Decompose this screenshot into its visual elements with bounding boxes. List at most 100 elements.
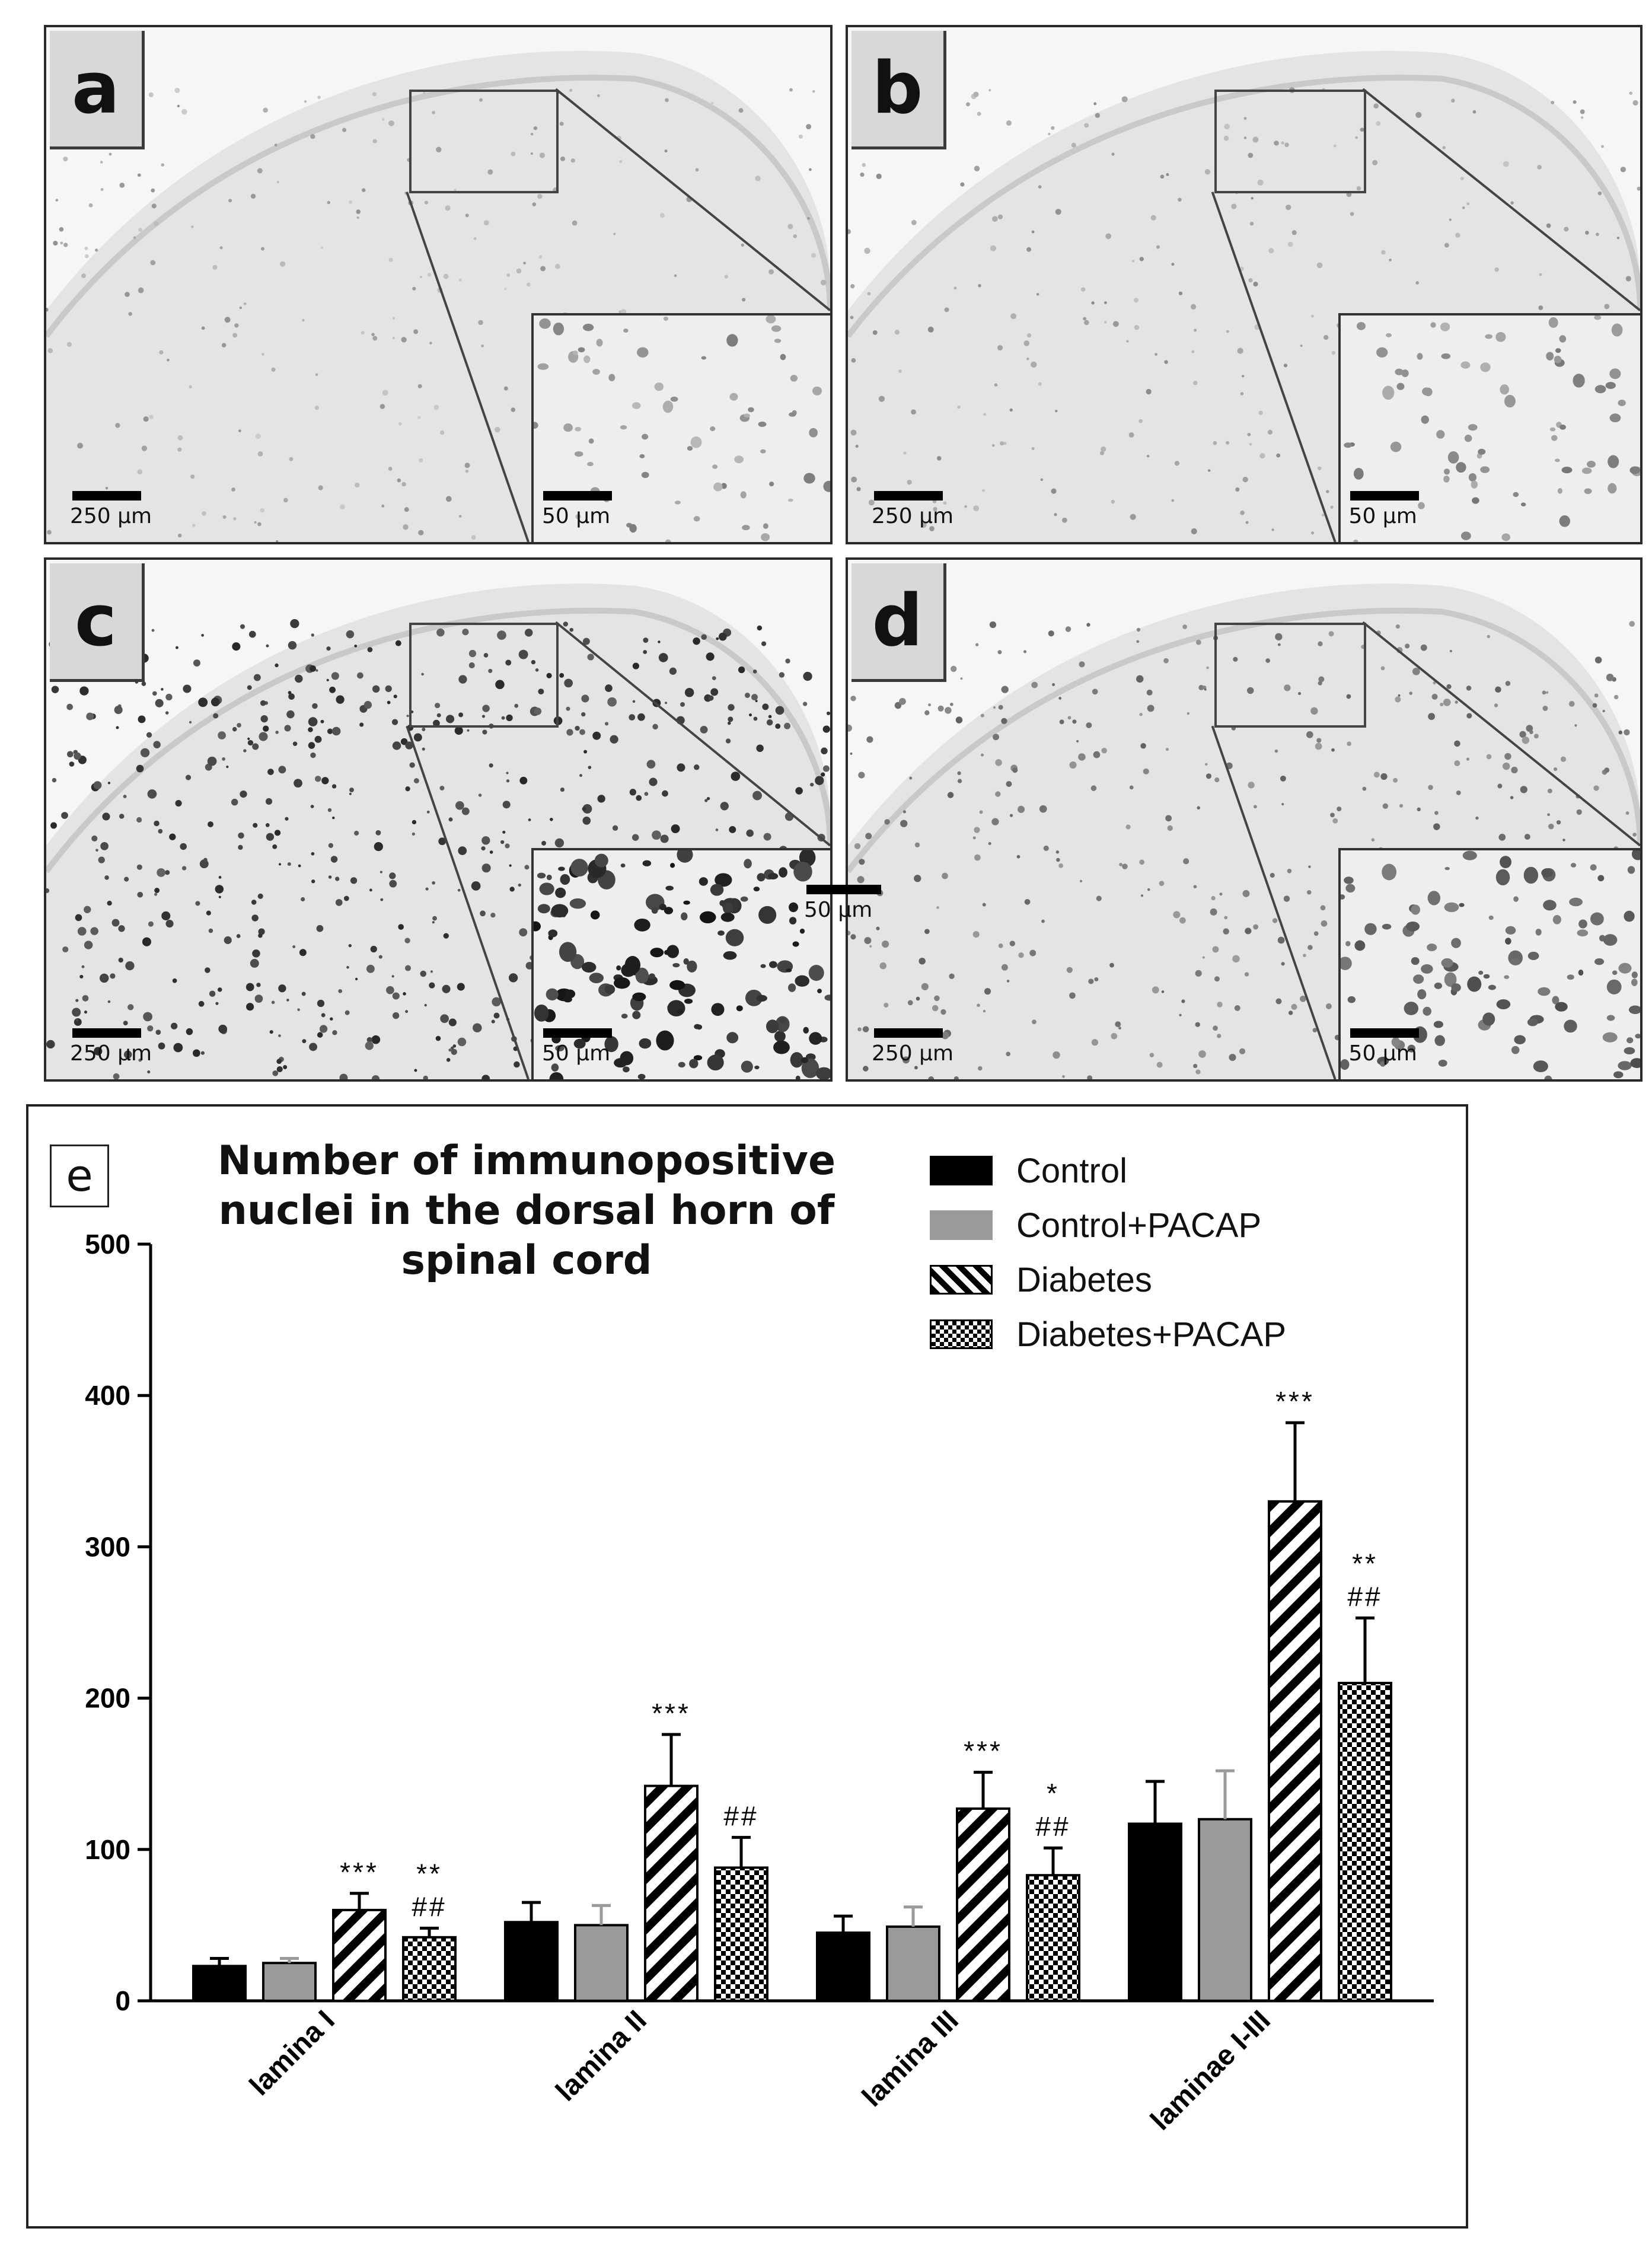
panel-label-a: a (50, 31, 145, 149)
bar (886, 1925, 940, 2003)
bar (816, 1931, 870, 2003)
bar (1128, 1822, 1182, 2003)
chart-title-line-2: nuclei in the dorsal horn of (218, 1187, 835, 1234)
significance-label: * (1047, 1778, 1060, 1809)
chart-panel-e: e Number of immunopositive nuclei in the… (26, 1104, 1468, 2229)
panel-label-d: d (851, 563, 946, 682)
panel-label-e: e (50, 1145, 109, 1207)
error-bar (1146, 1780, 1165, 1824)
floating-scale-label: 50 µm (804, 898, 873, 922)
legend-label: Control (1016, 1151, 1127, 1190)
micrograph-panel-b: 250 µm 50 µm b (846, 25, 1643, 544)
legend-label: Diabetes (1016, 1260, 1152, 1299)
legend-swatch (930, 1319, 993, 1349)
legend-swatch (930, 1265, 993, 1295)
error-bar (280, 1957, 299, 1963)
scale-label-main: 250 µm (872, 1041, 954, 1066)
y-tick-label: 500 (85, 1229, 130, 1260)
bar (332, 1908, 387, 2002)
roi-box (1214, 623, 1366, 728)
scale-bar-inset (1350, 1028, 1419, 1038)
bar (1198, 1818, 1252, 2002)
error-bar (974, 1771, 993, 1809)
category-label: lamina II (550, 2004, 652, 2107)
legend-item: Diabetes+PACAP (930, 1311, 1286, 1358)
significance-label: ## (412, 1892, 447, 1923)
scale-label-inset: 50 µm (1348, 504, 1417, 528)
error-bar (1286, 1421, 1305, 1502)
significance-label: ** (1352, 1548, 1378, 1579)
error-bar (350, 1892, 369, 1910)
error-bar (662, 1733, 681, 1786)
bar (1268, 1500, 1322, 2002)
y-tick-label: 0 (115, 1985, 130, 2016)
bar (644, 1784, 699, 2002)
error-bar (834, 1914, 853, 1933)
scale-label-main: 250 µm (70, 1041, 152, 1066)
error-bar (904, 1905, 923, 1927)
y-tick-label: 200 (85, 1683, 130, 1714)
error-bar (522, 1901, 541, 1923)
magnified-inset (1338, 313, 1640, 542)
scale-label-inset: 50 µm (541, 504, 611, 528)
legend-item: Control+PACAP (930, 1201, 1261, 1249)
scale-label-main: 250 µm (872, 504, 954, 528)
bar (1338, 1682, 1392, 2002)
legend-swatch (930, 1210, 993, 1240)
significance-label: ** (416, 1858, 442, 1889)
legend-item: Diabetes (930, 1256, 1152, 1303)
error-bar (732, 1835, 751, 1868)
y-tick-label: 300 (85, 1531, 130, 1562)
scale-label-main: 250 µm (70, 504, 152, 528)
significance-label: ## (1035, 1811, 1070, 1842)
significance-label: *** (340, 1857, 379, 1888)
scale-bar-main (874, 491, 943, 501)
error-bar (1356, 1616, 1374, 1684)
scale-bar-main (72, 491, 141, 501)
floating-scale-bar (806, 885, 881, 894)
error-bar (420, 1927, 439, 1937)
legend-swatch (930, 1156, 993, 1185)
bar (504, 1921, 559, 2003)
bar (192, 1965, 247, 2002)
bar (262, 1962, 317, 2002)
y-tick-label: 100 (85, 1834, 130, 1865)
scale-label-inset: 50 µm (541, 1041, 611, 1066)
error-bar (1044, 1846, 1063, 1876)
scale-bar-main (874, 1028, 943, 1038)
legend-label: Control+PACAP (1016, 1206, 1262, 1245)
magnified-inset (531, 848, 830, 1079)
panel-label-b: b (851, 31, 946, 149)
magnified-inset (1338, 848, 1640, 1079)
bar (956, 1807, 1010, 2002)
panel-label-c: c (50, 563, 145, 682)
roi-box (1214, 90, 1366, 194)
legend-label: Diabetes+PACAP (1016, 1315, 1287, 1354)
significance-label: *** (1275, 1386, 1315, 1417)
category-label: laminae I-III (1144, 2004, 1276, 2136)
micrograph-panel-a: 250 µm 50 µm a (44, 25, 833, 544)
error-bar (592, 1904, 611, 1926)
significance-label: ## (723, 1800, 758, 1831)
micrograph-panel-d: 250 µm 50 µm d (846, 557, 1643, 1082)
micrograph-panel-c: 250 µm 50 µm c (44, 557, 833, 1082)
category-label: lamina III (856, 2004, 965, 2113)
scale-bar-inset (543, 1028, 612, 1038)
bar (574, 1924, 629, 2003)
y-tick-label: 400 (85, 1380, 130, 1411)
category-label: lamina I (244, 2004, 341, 2102)
chart-title-line-3: spinal cord (401, 1237, 652, 1284)
legend-item: Control (930, 1147, 1127, 1194)
significance-label: *** (652, 1698, 691, 1729)
bar (402, 1936, 457, 2003)
scale-bar-inset (543, 491, 612, 501)
roi-box (409, 623, 559, 728)
significance-label: ## (1347, 1581, 1382, 1612)
magnified-inset (531, 313, 830, 542)
scale-bar-inset (1350, 491, 1419, 501)
bar (714, 1866, 768, 2002)
error-bar (1216, 1769, 1235, 1819)
scale-bar-main (72, 1028, 141, 1038)
scale-label-inset: 50 µm (1348, 1041, 1417, 1066)
